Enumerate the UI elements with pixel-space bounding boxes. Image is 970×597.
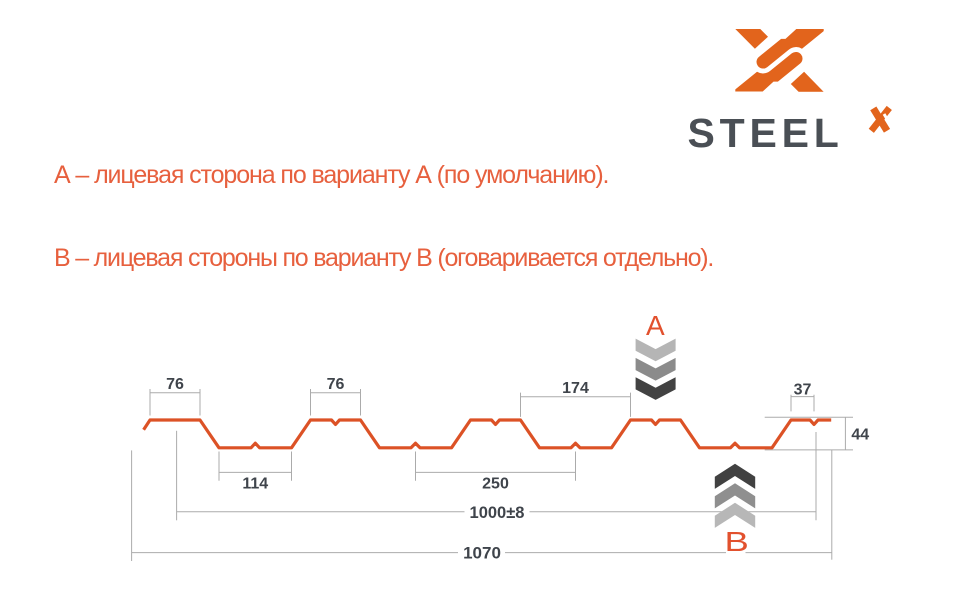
svg-text:1000±8: 1000±8 — [470, 504, 525, 522]
svg-text:STEEL: STEEL — [688, 110, 844, 156]
svg-text:114: 114 — [242, 476, 268, 493]
svg-text:250: 250 — [482, 476, 509, 493]
svg-text:А: А — [646, 310, 665, 341]
svg-text:В: В — [724, 526, 748, 557]
svg-text:А – лицевая сторона по вариант: А – лицевая сторона по варианту А (по ум… — [54, 161, 608, 189]
svg-text:1070: 1070 — [463, 544, 501, 563]
svg-text:44: 44 — [851, 427, 869, 444]
svg-text:76: 76 — [166, 376, 184, 393]
svg-text:В – лицевая стороны по вариант: В – лицевая стороны по варианту В (огова… — [54, 244, 713, 272]
svg-text:76: 76 — [327, 376, 345, 393]
svg-text:174: 174 — [562, 380, 589, 397]
svg-text:37: 37 — [794, 382, 812, 399]
